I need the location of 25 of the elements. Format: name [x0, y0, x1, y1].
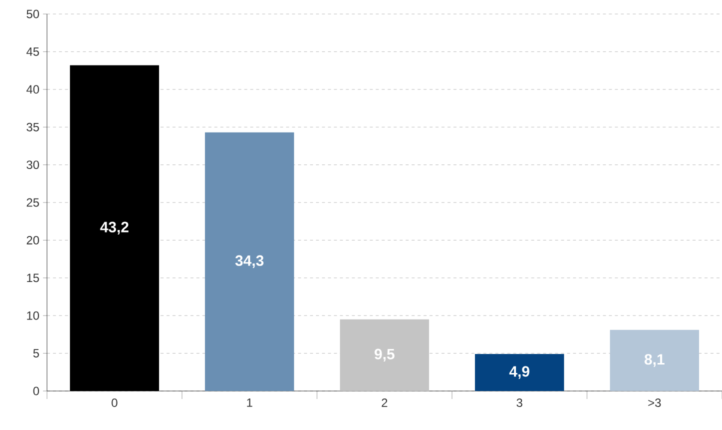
- x-tick-label: 2: [382, 398, 388, 407]
- data-label: 4,9: [509, 366, 530, 379]
- x-tick-label: 1: [247, 398, 252, 407]
- y-tick-label: 10: [27, 311, 40, 320]
- y-tick-label: 45: [26, 48, 39, 56]
- x-tick-label: 0: [112, 398, 118, 407]
- y-tick-label: 30: [26, 160, 40, 170]
- y-tick-label: 40: [26, 85, 40, 94]
- data-label: 34,3: [235, 255, 264, 268]
- y-tick-label: 20: [26, 236, 40, 244]
- y-tick-label: 50: [26, 10, 40, 18]
- data-label: 9,5: [374, 348, 394, 362]
- y-tick-label: 0: [33, 386, 40, 396]
- data-label: 43,2: [100, 222, 128, 235]
- y-tick-label: 15: [27, 274, 39, 282]
- bar: [204, 132, 294, 391]
- y-tick-label: 25: [26, 198, 39, 207]
- bar: [474, 354, 564, 391]
- bar: [610, 330, 700, 391]
- y-tick-label: 35: [26, 122, 39, 132]
- x-tick-label: >3: [648, 398, 661, 407]
- x-tick-label: 3: [516, 398, 522, 407]
- bar: [340, 319, 430, 391]
- y-tick-label: 5: [33, 349, 39, 358]
- data-label: 8,1: [644, 354, 664, 367]
